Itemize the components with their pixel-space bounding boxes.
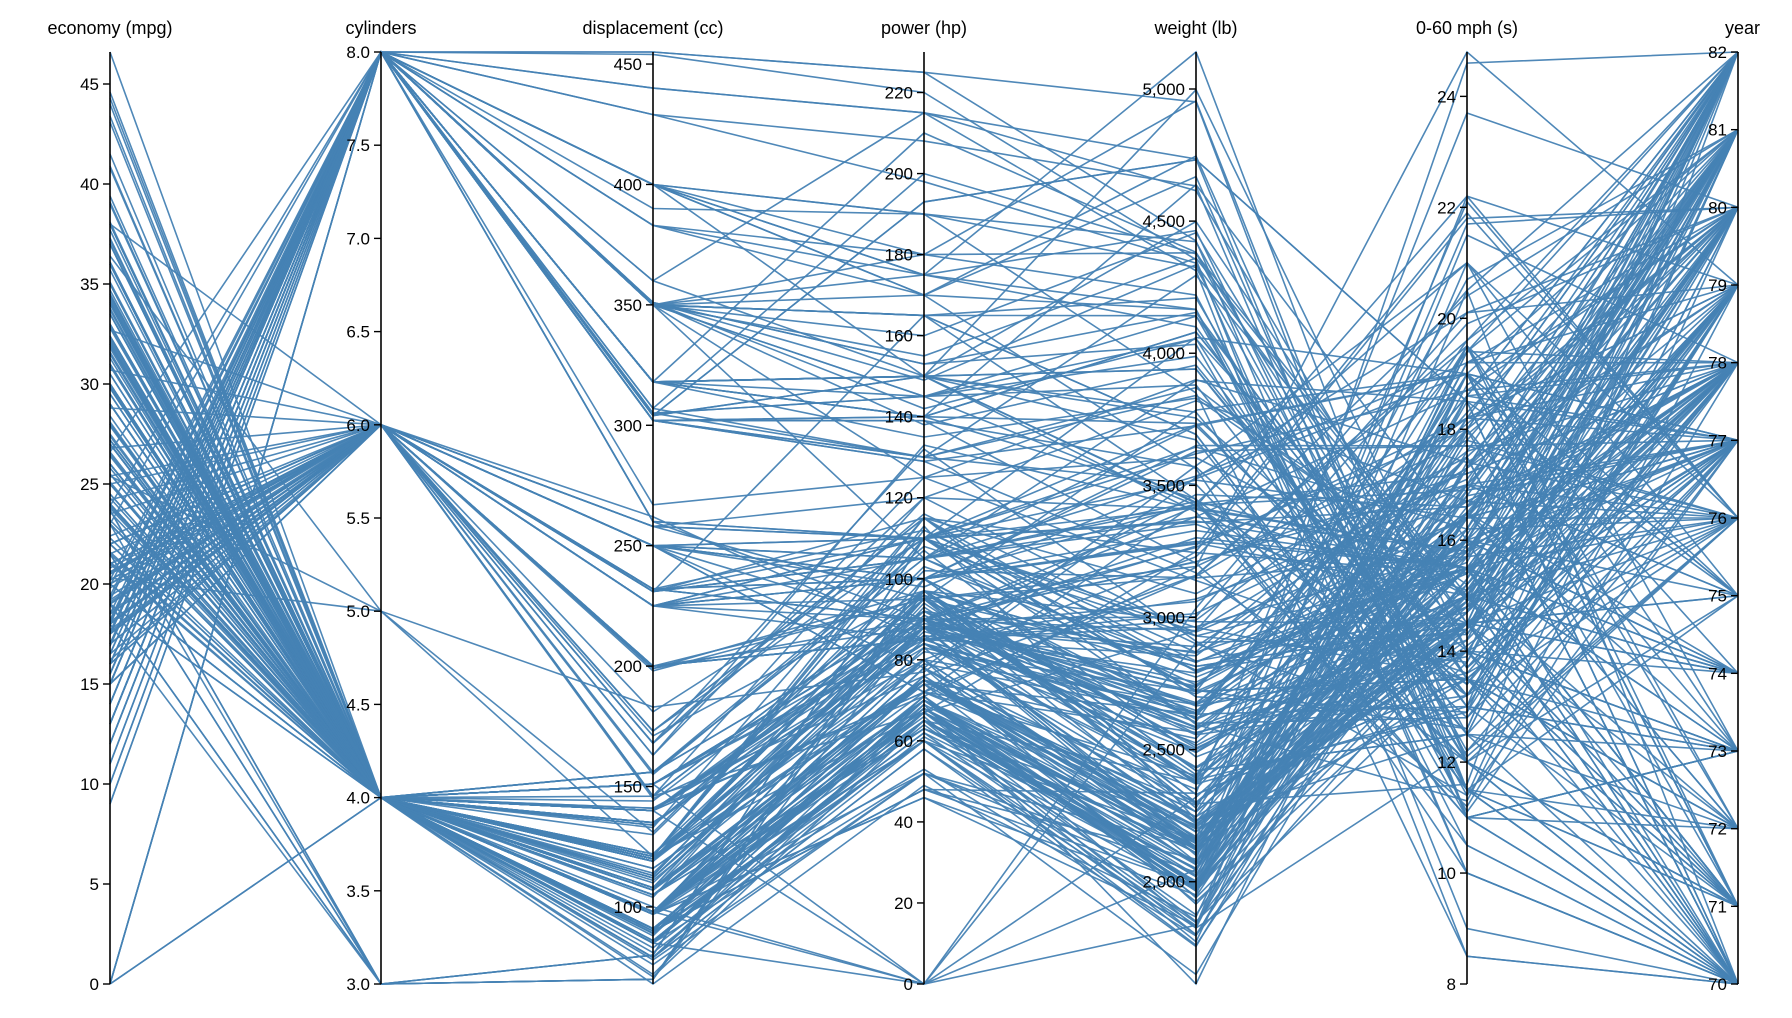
tick-label: 20 [1437,309,1456,328]
tick-label: 18 [1437,420,1456,439]
tick-label: 16 [1437,531,1456,550]
tick-label: 5.0 [346,602,370,621]
axis-weight: 2,000 2,500 3,000 3,500 4,000 4,500 5,000 weigh… [1142,18,1238,984]
tick-label: 150 [614,778,642,797]
tick-label: 250 [614,537,642,556]
tick-label: 4.5 [346,695,370,714]
tick-label: 400 [614,175,642,194]
tick-label: 100 [885,570,913,589]
tick-label: 7.5 [346,136,370,155]
tick-label: 5 [90,875,99,894]
tick-label: 15 [80,675,99,694]
tick-label: 200 [614,657,642,676]
tick-label: 20 [80,575,99,594]
tick-label: 8.0 [346,43,370,62]
tick-label: 5.5 [346,509,370,528]
tick-label: 100 [614,898,642,917]
tick-label: 10 [80,775,99,794]
tick-label: 72 [1708,820,1727,839]
tick-label: 300 [614,416,642,435]
tick-label: 40 [894,813,913,832]
tick-label: 77 [1708,431,1727,450]
tick-label: 350 [614,296,642,315]
tick-label: 80 [1708,198,1727,217]
tick-label: 0 [90,975,99,994]
tick-label: 2,500 [1142,741,1185,760]
tick-label: 76 [1708,509,1727,528]
tick-label: 20 [894,894,913,913]
tick-label: 80 [894,651,913,670]
tick-label: 35 [80,275,99,294]
tick-label: 3.0 [346,975,370,994]
tick-label: 81 [1708,121,1727,140]
tick-label: 0 [904,975,913,994]
axes: 0 5 10 15 20 25 30 35 40 45 economy (mpg) 3.0 3.5 4.0… [47,18,1760,994]
axis-economy: 0 5 10 15 20 25 30 35 40 45 economy (mpg) [47,18,172,994]
tick-label: 70 [1708,975,1727,994]
tick-label: 6.0 [346,416,370,435]
tick-label: 180 [885,246,913,265]
tick-label: 12 [1437,753,1456,772]
axis-title-year: year [1725,18,1760,38]
tick-label: 78 [1708,354,1727,373]
tick-label: 45 [80,75,99,94]
tick-label: 22 [1437,198,1456,217]
axis-power: 0 20 40 60 80 100 120 140 160 180 200 220 power (hp) [881,18,967,994]
tick-label: 79 [1708,276,1727,295]
axis-acceleration: 8 10 12 14 16 18 20 22 24 0-60 mph (s) [1416,18,1518,994]
axis-title-displacement: displacement (cc) [582,18,723,38]
tick-label: 30 [80,375,99,394]
tick-label: 120 [885,489,913,508]
tick-label: 10 [1437,864,1456,883]
tick-label: 40 [80,175,99,194]
tick-label: 160 [885,327,913,346]
tick-label: 200 [885,165,913,184]
tick-label: 8 [1447,975,1456,994]
tick-label: 60 [894,732,913,751]
tick-label: 25 [80,475,99,494]
tick-label: 450 [614,55,642,74]
axis-year: 70 71 72 73 74 75 76 77 78 79 80 81 82 year [1708,18,1760,994]
tick-label: 74 [1708,664,1727,683]
tick-label: 4,500 [1142,212,1185,231]
axis-displacement: 100 150 200 250 300 350 400 450 displacement (cc… [582,18,724,984]
tick-label: 5,000 [1142,80,1185,99]
tick-label: 7.0 [346,229,370,248]
tick-label: 24 [1437,87,1456,106]
tick-label: 71 [1708,897,1727,916]
tick-label: 3,500 [1142,476,1185,495]
axis-title-economy: economy (mpg) [47,18,172,38]
axis-title-weight: weight (lb) [1153,18,1237,38]
tick-label: 82 [1708,43,1727,62]
tick-label: 14 [1437,642,1456,661]
tick-label: 140 [885,408,913,427]
axis-title-cylinders: cylinders [345,18,416,38]
tick-label: 4.0 [346,789,370,808]
axis-cylinders: 3.0 3.5 4.0 4.5 5.0 5.5 6.0 6.5 7.0 7.5 8.0 cylinde… [345,18,416,994]
tick-label: 4,000 [1142,344,1185,363]
tick-label: 220 [885,84,913,103]
axis-title-power: power (hp) [881,18,967,38]
tick-label: 3.5 [346,882,370,901]
tick-label: 6.5 [346,323,370,342]
tick-label: 2,000 [1142,873,1185,892]
tick-label: 73 [1708,742,1727,761]
axis-title-acceleration: 0-60 mph (s) [1416,18,1518,38]
tick-label: 75 [1708,587,1727,606]
tick-label: 3,000 [1142,608,1185,627]
